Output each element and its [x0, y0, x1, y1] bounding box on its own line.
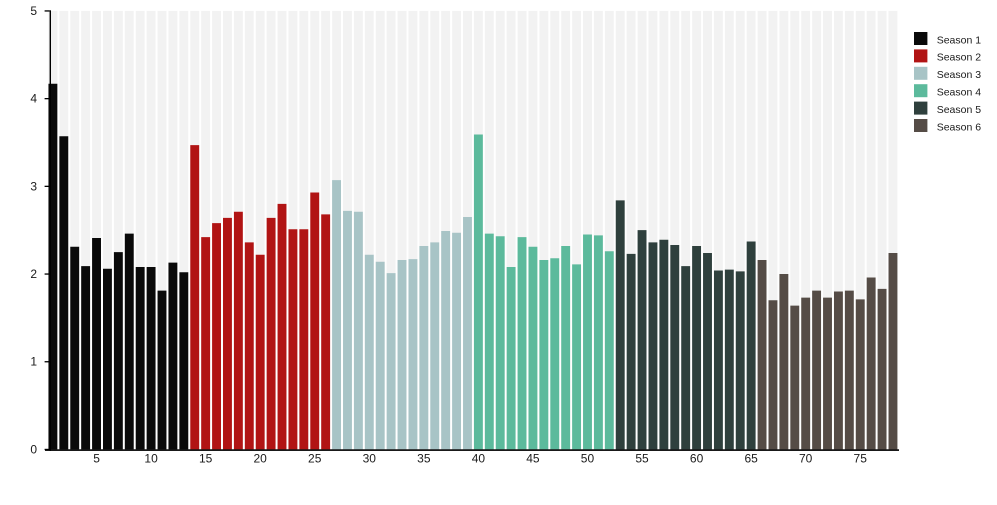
svg-text:Season 1: Season 1	[937, 34, 982, 46]
svg-text:75: 75	[854, 451, 868, 465]
svg-text:30: 30	[363, 451, 377, 465]
svg-text:0: 0	[30, 442, 37, 456]
svg-text:1: 1	[30, 355, 37, 369]
svg-text:5: 5	[30, 4, 37, 18]
svg-text:10: 10	[144, 451, 158, 465]
svg-text:50: 50	[581, 451, 595, 465]
svg-text:20: 20	[254, 451, 268, 465]
svg-text:3: 3	[30, 179, 37, 193]
svg-text:70: 70	[799, 451, 813, 465]
svg-text:4: 4	[30, 92, 37, 106]
svg-text:Season 5: Season 5	[937, 104, 982, 116]
svg-text:2: 2	[30, 267, 37, 281]
svg-text:35: 35	[417, 451, 431, 465]
svg-text:25: 25	[308, 451, 322, 465]
svg-text:55: 55	[635, 451, 649, 465]
svg-text:65: 65	[744, 451, 758, 465]
svg-text:Season 6: Season 6	[937, 121, 982, 133]
svg-text:40: 40	[472, 451, 486, 465]
svg-text:Season 2: Season 2	[937, 52, 982, 64]
svg-text:Season 4: Season 4	[937, 87, 982, 99]
svg-text:60: 60	[690, 451, 704, 465]
svg-text:15: 15	[199, 451, 213, 465]
svg-text:Season 3: Season 3	[937, 69, 982, 81]
svg-text:5: 5	[93, 451, 100, 465]
svg-text:45: 45	[526, 451, 540, 465]
